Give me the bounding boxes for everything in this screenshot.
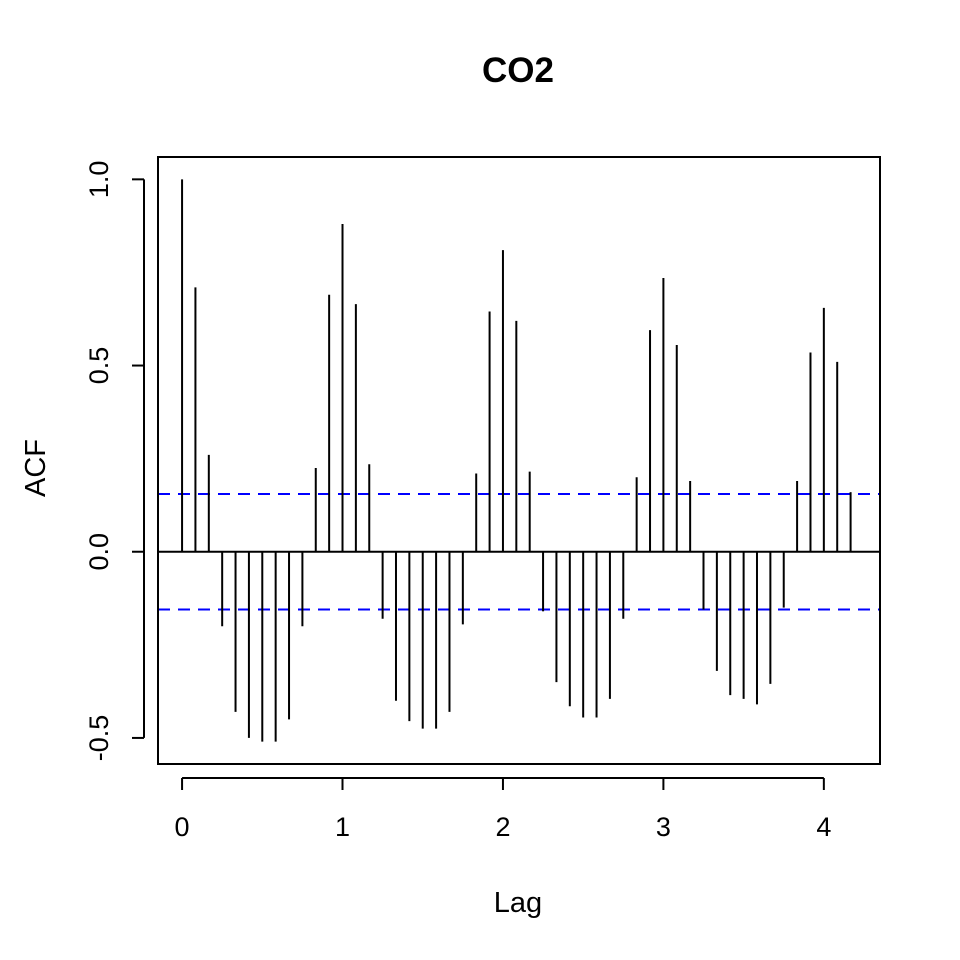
x-axis: 0 1 2 3 4 <box>175 777 831 842</box>
y-tick-label: 1.0 <box>84 161 114 199</box>
x-tick-label: 3 <box>656 812 671 842</box>
x-tick-label: 4 <box>816 812 831 842</box>
y-axis: -0.5 0.0 0.5 1.0 <box>84 161 145 762</box>
y-tick-label: 0.0 <box>84 533 114 571</box>
x-tick-label: 2 <box>495 812 510 842</box>
y-axis-label: ACF <box>20 439 52 497</box>
y-tick-label: -0.5 <box>84 715 114 762</box>
x-tick-label: 1 <box>335 812 350 842</box>
confidence-bounds <box>158 493 880 611</box>
x-tick-label: 0 <box>175 812 190 842</box>
plot-frame <box>157 156 881 765</box>
chart-title: CO2 <box>482 51 554 90</box>
x-axis-label: Lag <box>494 887 542 919</box>
acf-bars <box>181 179 852 742</box>
y-tick-label: 0.5 <box>84 347 114 385</box>
